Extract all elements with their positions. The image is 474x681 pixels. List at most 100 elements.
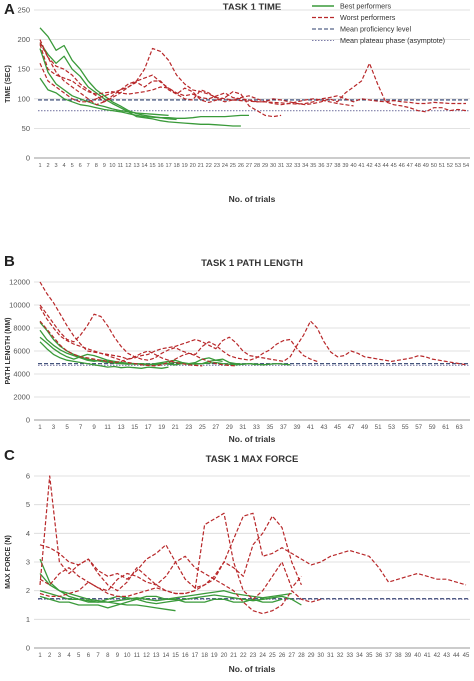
x-tick-label: 14 bbox=[141, 163, 147, 169]
x-tick-label: 26 bbox=[279, 653, 286, 659]
x-tick-label: 52 bbox=[447, 163, 453, 169]
worst-performer-line-6 bbox=[39, 475, 302, 600]
x-tick-label: 41 bbox=[307, 424, 314, 431]
x-tick-label: 33 bbox=[346, 653, 353, 659]
x-tick-label: 18 bbox=[174, 163, 180, 169]
x-tick-label: 42 bbox=[366, 163, 372, 169]
y-tick-label: 1 bbox=[26, 615, 30, 624]
x-tick-label: 14 bbox=[163, 653, 170, 659]
x-tick-label: 17 bbox=[145, 424, 152, 431]
x-tick-label: 9 bbox=[116, 653, 120, 659]
x-tick-label: 29 bbox=[262, 163, 268, 169]
x-tick-label: 30 bbox=[317, 653, 324, 659]
y-axis-label: PATH LENGTH (MM) bbox=[5, 317, 12, 384]
x-tick-label: 12 bbox=[125, 163, 131, 169]
x-tick-label: 4 bbox=[63, 163, 66, 169]
x-tick-label: 15 bbox=[149, 163, 155, 169]
x-tick-label: 51 bbox=[375, 424, 382, 431]
y-tick-label: 0 bbox=[26, 644, 30, 653]
x-tick-label: 11 bbox=[117, 163, 123, 169]
x-axis-label: No. of trials bbox=[229, 664, 276, 674]
x-tick-label: 37 bbox=[326, 163, 332, 169]
panel-letter: A bbox=[4, 1, 15, 18]
x-tick-label: 7 bbox=[96, 653, 100, 659]
x-tick-label: 11 bbox=[134, 653, 141, 659]
x-tick-label: 31 bbox=[239, 424, 246, 431]
x-tick-label: 1 bbox=[38, 424, 42, 431]
x-tick-label: 41 bbox=[358, 163, 364, 169]
x-tick-label: 2 bbox=[48, 653, 52, 659]
x-tick-label: 4 bbox=[67, 653, 71, 659]
x-tick-label: 16 bbox=[182, 653, 189, 659]
x-axis-label: No. of trials bbox=[229, 434, 276, 444]
panel-letter: B bbox=[4, 253, 15, 270]
y-tick-label: 0 bbox=[26, 154, 30, 163]
x-tick-label: 48 bbox=[415, 163, 421, 169]
x-tick-label: 23 bbox=[250, 653, 257, 659]
x-tick-label: 38 bbox=[334, 163, 340, 169]
x-tick-label: 18 bbox=[201, 653, 208, 659]
x-tick-label: 61 bbox=[442, 424, 449, 431]
x-tick-label: 37 bbox=[385, 653, 392, 659]
x-tick-label: 25 bbox=[230, 163, 236, 169]
x-tick-label: 29 bbox=[226, 424, 233, 431]
y-tick-label: 2000 bbox=[13, 393, 30, 402]
y-tick-label: 150 bbox=[17, 65, 30, 74]
legend-label-worst: Worst performers bbox=[340, 13, 396, 22]
x-tick-label: 3 bbox=[58, 653, 62, 659]
worst-performer-line-6 bbox=[39, 304, 318, 362]
x-tick-label: 3 bbox=[55, 163, 58, 169]
x-tick-label: 19 bbox=[158, 424, 165, 431]
x-tick-label: 21 bbox=[230, 653, 237, 659]
x-tick-label: 43 bbox=[321, 424, 328, 431]
worst-performer-line-5 bbox=[39, 44, 467, 113]
best-performer-line-2 bbox=[39, 573, 176, 612]
chart-title: TASK 1 PATH LENGTH bbox=[201, 258, 303, 269]
x-tick-label: 40 bbox=[414, 653, 421, 659]
x-tick-label: 9 bbox=[92, 424, 96, 431]
x-tick-label: 15 bbox=[131, 424, 138, 431]
legend-label-plateau: Mean plateau phase (asymptote) bbox=[340, 36, 445, 45]
worst-performer-line-8 bbox=[39, 515, 302, 598]
x-tick-label: 11 bbox=[104, 424, 111, 431]
legend-label-best: Best performers bbox=[340, 2, 392, 11]
x-tick-label: 19 bbox=[182, 163, 188, 169]
x-tick-label: 12 bbox=[143, 653, 150, 659]
x-tick-label: 27 bbox=[246, 163, 252, 169]
y-tick-label: 4 bbox=[26, 529, 30, 538]
x-tick-label: 25 bbox=[199, 424, 206, 431]
x-tick-label: 39 bbox=[342, 163, 348, 169]
x-tick-label: 30 bbox=[270, 163, 276, 169]
chart-title: TASK 1 TIME bbox=[223, 2, 281, 13]
x-tick-label: 24 bbox=[222, 163, 228, 169]
x-axis-label: No. of trials bbox=[229, 194, 276, 204]
x-tick-label: 32 bbox=[286, 163, 292, 169]
x-tick-label: 43 bbox=[443, 653, 450, 659]
worst-performer-line-7 bbox=[39, 306, 237, 367]
x-tick-label: 5 bbox=[71, 163, 74, 169]
y-tick-label: 8000 bbox=[13, 324, 30, 333]
x-tick-label: 26 bbox=[238, 163, 244, 169]
x-tick-label: 44 bbox=[383, 163, 389, 169]
best-performer-line-1 bbox=[39, 329, 257, 366]
x-tick-label: 27 bbox=[288, 653, 295, 659]
x-tick-label: 59 bbox=[429, 424, 436, 431]
y-tick-label: 3 bbox=[26, 558, 30, 567]
x-tick-label: 54 bbox=[463, 163, 469, 169]
legend: Best performers Worst performers Mean prof… bbox=[312, 2, 445, 45]
y-tick-label: 10000 bbox=[9, 301, 30, 310]
y-axis-label: TIME (SEC) bbox=[5, 65, 12, 103]
y-axis-label: MAX FORCE (N) bbox=[5, 535, 12, 589]
x-tick-label: 50 bbox=[431, 163, 437, 169]
x-tick-label: 27 bbox=[212, 424, 219, 431]
x-tick-label: 23 bbox=[185, 424, 192, 431]
y-tick-label: 250 bbox=[17, 6, 30, 15]
x-tick-label: 5 bbox=[77, 653, 81, 659]
best-performer-line-3 bbox=[39, 77, 249, 119]
x-tick-label: 19 bbox=[211, 653, 218, 659]
x-tick-label: 40 bbox=[350, 163, 356, 169]
x-tick-label: 17 bbox=[192, 653, 199, 659]
y-tick-label: 12000 bbox=[9, 278, 30, 287]
x-tick-label: 57 bbox=[415, 424, 422, 431]
